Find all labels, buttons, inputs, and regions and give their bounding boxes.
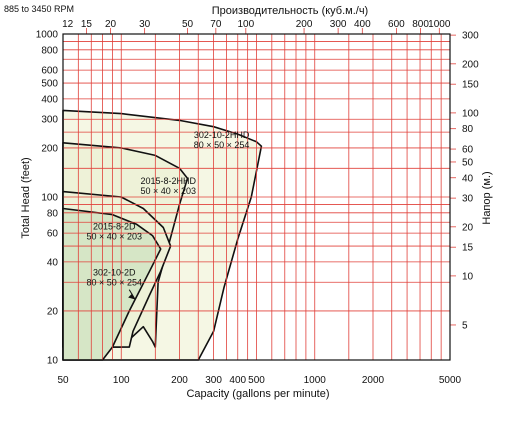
- x2-tick-label: 100: [237, 19, 254, 30]
- x2-tick-label: 12: [62, 19, 74, 30]
- tick-labels: 50 100 200 300 400 500 1000 2000 500010204060801…: [36, 19, 479, 386]
- curve-label-1: 302-10-2HHD: [194, 130, 250, 140]
- x-tick-label: 300: [205, 375, 222, 386]
- curve-label-2: 50 × 40 × 203: [140, 186, 196, 196]
- y-tick-label: 600: [41, 66, 58, 77]
- rpm-note: 885 to 3450 RPM: [4, 4, 74, 14]
- y2-tick-label: 20: [462, 222, 474, 233]
- x2-tick-label: 1000: [428, 19, 451, 30]
- y2-tick-label: 150: [462, 80, 479, 91]
- x-tick-label: 5000: [439, 375, 462, 386]
- x2-tick-label: 50: [182, 19, 194, 30]
- x2-tick-label: 400: [354, 19, 371, 30]
- y-axis-title: Total Head (feet): [20, 157, 32, 238]
- y-tick-label: 500: [41, 79, 58, 90]
- x-tick-label: 100: [113, 375, 130, 386]
- plot-frame: [62, 33, 451, 361]
- x2-tick-label: 20: [105, 19, 117, 30]
- y-tick-label: 300: [41, 115, 58, 126]
- y2-tick-label: 50: [462, 157, 474, 168]
- curve-label-4: 302-10-2D: [93, 267, 136, 277]
- curve-label-3: 2015-8-2D: [93, 222, 136, 232]
- x2-tick-label: 30: [139, 19, 151, 30]
- y-tick-label: 100: [41, 193, 58, 204]
- y-tick-label: 10: [47, 356, 59, 367]
- x2-tick-label: 200: [296, 19, 313, 30]
- label-pointer-arrowhead: [128, 293, 136, 300]
- y2-tick-label: 100: [462, 108, 479, 119]
- curve-label-1: 80 × 50 × 254: [194, 140, 250, 150]
- y2-tick-label: 60: [462, 145, 474, 156]
- x-tick-label: 500: [248, 375, 265, 386]
- curve-label-2: 2015-8-2HHD: [141, 176, 197, 186]
- x2-tick-label: 800: [412, 19, 429, 30]
- curve-label-4: 80 × 50 × 254: [86, 277, 142, 287]
- y2-tick-label: 10: [462, 271, 474, 282]
- y-tick-label: 1000: [36, 30, 59, 41]
- x-tick-label: 1000: [304, 375, 327, 386]
- y-tick-label: 400: [41, 94, 58, 105]
- y2-tick-label: 5: [462, 320, 468, 331]
- y2-tick-label: 80: [462, 124, 474, 135]
- curve-label-3: 50 × 40 × 203: [86, 232, 142, 242]
- y2-tick-label: 15: [462, 243, 474, 254]
- x2-tick-label: 300: [330, 19, 347, 30]
- grid-lines: [63, 28, 456, 360]
- x2-tick-label: 70: [210, 19, 222, 30]
- y-tick-label: 20: [47, 306, 59, 317]
- y-tick-label: 40: [47, 257, 59, 268]
- y-tick-label: 800: [41, 45, 58, 56]
- y2-axis-title: Напор (м.): [481, 171, 493, 224]
- y2-tick-label: 30: [462, 194, 474, 205]
- x-tick-label: 200: [171, 375, 188, 386]
- y-tick-label: 200: [41, 143, 58, 154]
- x2-tick-label: 600: [388, 19, 405, 30]
- y2-tick-label: 40: [462, 173, 474, 184]
- y-tick-label: 60: [47, 229, 59, 240]
- x-axis-title: Capacity (gallons per minute): [186, 388, 329, 400]
- plot-border: [62, 33, 451, 361]
- x-tick-label: 400: [229, 375, 246, 386]
- x2-axis-title: Производительность (куб.м./ч): [212, 5, 368, 17]
- x-tick-label: 2000: [362, 375, 385, 386]
- x2-tick-label: 15: [81, 19, 93, 30]
- x-tick-label: 50: [57, 375, 69, 386]
- y2-tick-label: 300: [462, 31, 479, 42]
- y-tick-label: 80: [47, 208, 59, 219]
- y2-tick-label: 200: [462, 59, 479, 70]
